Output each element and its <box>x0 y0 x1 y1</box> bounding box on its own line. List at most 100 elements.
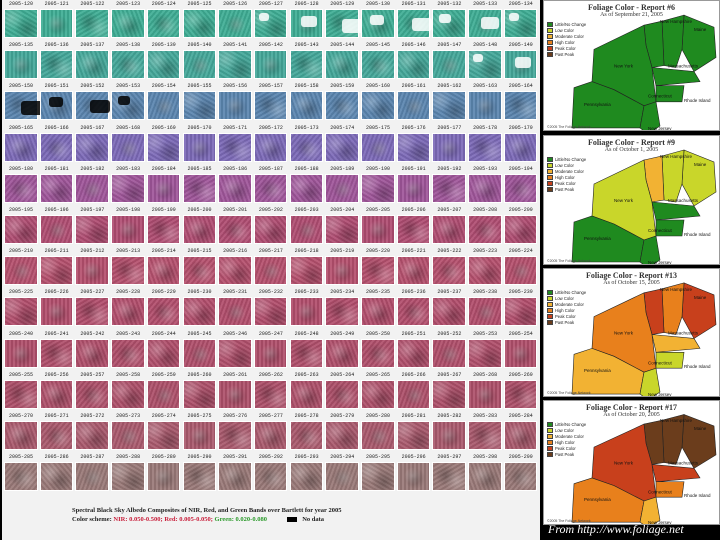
albedo-tile <box>468 421 502 450</box>
caption-title: Spectral Black Sky Albedo Composites of … <box>72 507 342 514</box>
albedo-tile <box>289 338 324 368</box>
albedo-tile <box>39 338 74 368</box>
tile-label: 2005-252 <box>437 330 462 337</box>
state-label: Rhode Island <box>684 493 711 498</box>
tile-label: 2005-126 <box>223 1 248 7</box>
albedo-tile <box>503 462 538 492</box>
legend-swatch <box>547 295 553 301</box>
tile-label: 2005-196 <box>44 207 69 213</box>
tile-label: 2005-179 <box>508 124 533 131</box>
tile-label: 2005-259 <box>151 371 176 378</box>
tile-label: 2005-235 <box>365 289 390 296</box>
albedo-tile <box>432 462 466 492</box>
tile-label: 2005-183 <box>116 165 141 172</box>
tile-label: 2005-146 <box>401 42 426 49</box>
tile-label: 2005-143 <box>294 42 319 49</box>
tile-label: 2005-212 <box>80 248 105 255</box>
albedo-tile <box>75 132 109 162</box>
legend-entry: Low Color <box>547 27 589 33</box>
state-new-jersey <box>639 367 661 396</box>
albedo-tile <box>218 50 252 80</box>
albedo-tile <box>4 215 38 244</box>
tile-label: 2005-226 <box>44 289 69 296</box>
tile-label: 2005-296 <box>401 454 426 461</box>
tile-label: 2005-127 <box>258 1 283 7</box>
no-data-patch <box>411 18 432 31</box>
albedo-tile <box>396 50 431 80</box>
albedo-tile <box>325 421 359 450</box>
foliage-map-panel: New York Pennsylvania New Hampshire Maine Ma… <box>543 400 720 525</box>
albedo-tile <box>218 421 252 450</box>
tile-label: 2005-241 <box>44 330 69 337</box>
map-footer: ©2005 The Foliage Network <box>547 259 591 263</box>
legend-label: Peak Color <box>555 313 576 319</box>
albedo-tile <box>396 379 431 409</box>
albedo-tile <box>218 215 252 244</box>
tile-label: 2005-152 <box>80 83 105 90</box>
legend-swatch <box>547 319 553 325</box>
albedo-tile <box>432 91 466 121</box>
legend-entry: Little/No Change <box>547 421 589 427</box>
tile-label: 2005-285 <box>8 454 33 461</box>
albedo-tile <box>4 50 38 80</box>
caption-green-range: Green: 0.020-0.080 <box>214 516 267 523</box>
albedo-tile <box>146 462 181 492</box>
tile-label: 2005-170 <box>187 124 212 131</box>
albedo-tile <box>468 9 502 38</box>
map-footer: ©2005 The Foliage Network <box>547 391 591 395</box>
tile-label: 2005-227 <box>80 289 105 296</box>
albedo-tile <box>146 256 181 286</box>
albedo-tile <box>39 173 74 203</box>
legend-swatch <box>547 51 553 57</box>
albedo-tile <box>75 256 109 286</box>
tile-label: 2005-191 <box>401 165 426 172</box>
tile-label: 2005-250 <box>365 330 390 337</box>
albedo-tile <box>325 256 359 286</box>
tile-label: 2005-255 <box>8 371 33 378</box>
tile-label: 2005-229 <box>151 289 176 296</box>
legend-swatch <box>547 21 553 27</box>
albedo-tile <box>75 462 109 492</box>
state-label: Maine <box>694 27 707 32</box>
tile-label: 2005-129 <box>330 1 355 7</box>
albedo-tile <box>253 462 288 492</box>
albedo-tile <box>325 91 359 121</box>
albedo-tile <box>39 256 74 286</box>
no-data-patch <box>481 17 500 29</box>
map-title: Foliage Color - Report #6 As of September… <box>544 3 719 19</box>
albedo-tile <box>361 297 395 327</box>
tile-label: 2005-190 <box>365 165 390 172</box>
albedo-tile <box>4 379 38 409</box>
state-connecticut <box>655 352 685 369</box>
state-label: New York <box>614 64 634 69</box>
albedo-tile <box>182 9 216 38</box>
legend-swatch <box>547 45 553 51</box>
map-report-date: As of October 20, 2005 <box>603 412 660 418</box>
legend-swatch <box>547 33 553 39</box>
tile-label: 2005-270 <box>8 413 33 419</box>
albedo-tile <box>432 379 466 409</box>
legend-swatch <box>547 174 553 180</box>
tile-label: 2005-276 <box>223 413 248 419</box>
foliage-map-panel: New York Pennsylvania New Hampshire Maine Ma… <box>543 135 720 265</box>
legend-label: Past Peak <box>555 451 575 457</box>
tile-label: 2005-123 <box>116 1 141 7</box>
albedo-tile <box>111 9 145 38</box>
tile-label: 2005-206 <box>401 207 426 213</box>
albedo-tile <box>432 173 466 203</box>
legend-swatch <box>547 289 553 295</box>
state-label: Massachusetts <box>668 64 699 69</box>
albedo-tile <box>39 91 74 121</box>
albedo-tile <box>468 297 502 327</box>
albedo-tile <box>75 215 109 244</box>
foliage-map-panel: New York Pennsylvania New Hampshire Maine Ma… <box>543 268 720 397</box>
no-data-swatch <box>286 517 297 523</box>
albedo-tile <box>289 215 324 244</box>
albedo-tile <box>325 132 359 162</box>
albedo-tile <box>253 215 288 244</box>
tile-label: 2005-283 <box>473 413 498 419</box>
legend-swatch <box>547 421 553 427</box>
tile-label: 2005-141 <box>223 42 248 49</box>
tile-label: 2005-258 <box>116 371 141 378</box>
